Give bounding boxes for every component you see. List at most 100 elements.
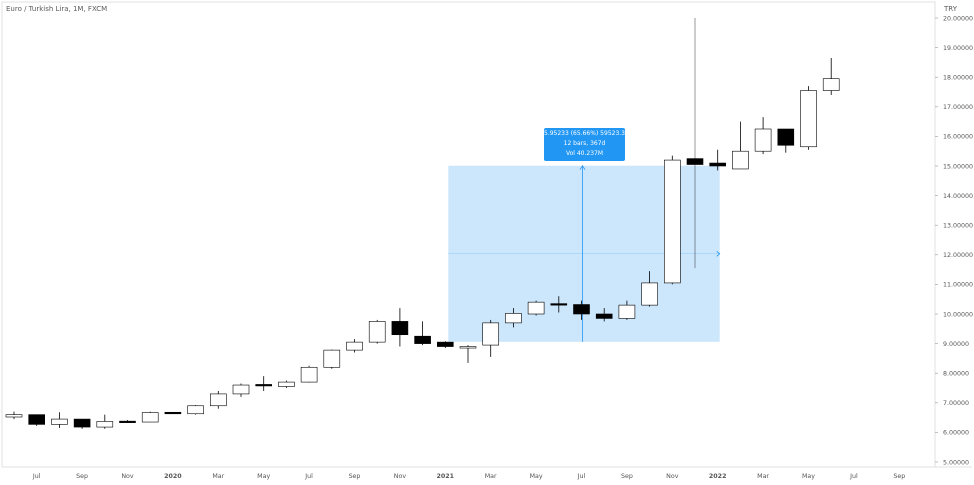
candle[interactable]: [527, 300, 545, 316]
candle-body: [278, 381, 295, 387]
candle[interactable]: [119, 419, 136, 423]
candle[interactable]: [573, 300, 590, 320]
candle[interactable]: [51, 412, 68, 428]
candle[interactable]: [232, 383, 250, 397]
time-tick-label: Sep: [76, 473, 88, 480]
candle-body: [709, 162, 727, 167]
candle-body: [482, 322, 500, 346]
candle[interactable]: [346, 339, 363, 353]
candle[interactable]: [28, 414, 46, 426]
time-tick-label: May: [530, 473, 543, 480]
candle[interactable]: [391, 308, 409, 347]
price-tick-label: 17.00000: [943, 104, 973, 111]
candle[interactable]: [278, 380, 295, 388]
time-tick-label: Jul: [304, 473, 313, 480]
candle-body: [618, 304, 636, 319]
candle[interactable]: [300, 365, 318, 383]
measure-tooltip-volume: Vol 40.237M: [565, 150, 604, 157]
candle-body: [777, 128, 795, 146]
candle-body: [414, 335, 431, 344]
price-axis: 20.00000 19.00000 18.00000 17.00000 16.00000…: [935, 15, 973, 466]
measure-arrow-head: [579, 164, 586, 170]
candle-body: [346, 341, 363, 351]
candle[interactable]: [459, 345, 477, 363]
measure-right-arrow: [716, 250, 721, 257]
candle-body: [505, 313, 522, 324]
candle-body: [232, 384, 250, 395]
candle-body: [595, 313, 613, 319]
candle[interactable]: [618, 300, 636, 320]
candles-layer: [5, 18, 840, 429]
price-tick-label: 9.00000: [943, 341, 969, 348]
candle-body: [686, 158, 704, 165]
candle[interactable]: [595, 308, 613, 322]
price-unit-label: TRY: [944, 5, 957, 13]
price-tick-label: 14.00000: [943, 193, 973, 200]
time-tick-label: May: [257, 473, 270, 480]
candle[interactable]: [96, 414, 114, 429]
candle[interactable]: [641, 271, 658, 307]
price-tick-label: 16.00000: [943, 134, 973, 141]
time-tick-label: Mar: [757, 473, 769, 480]
candle-body: [28, 414, 46, 425]
candle[interactable]: [323, 349, 341, 369]
price-tick-label: 13.00000: [943, 223, 973, 230]
price-tick-label: 18.00000: [943, 75, 973, 82]
price-tick-label: 7.00000: [943, 400, 969, 407]
time-tick-label: Nov: [394, 473, 407, 480]
candle-body: [391, 321, 409, 336]
candle[interactable]: [822, 57, 840, 95]
candle[interactable]: [482, 319, 500, 357]
chart-title: Euro / Turkish Lira, 1M, FXCM: [6, 5, 108, 13]
candle[interactable]: [255, 376, 272, 391]
candle[interactable]: [414, 321, 431, 346]
candle[interactable]: [505, 308, 522, 328]
price-tick-label: 6.00000: [943, 430, 969, 437]
candle[interactable]: [210, 390, 227, 409]
candle[interactable]: [5, 411, 23, 420]
time-tick-label: 2021: [437, 473, 455, 480]
time-tick-label: Jul: [849, 473, 858, 480]
candle-body: [164, 411, 182, 415]
time-tick-label: 2020: [164, 473, 182, 480]
candle-body: [800, 90, 817, 148]
candle-body: [255, 384, 272, 387]
candle-body: [300, 366, 318, 383]
time-tick-label: 2022: [709, 473, 727, 480]
candle[interactable]: [73, 418, 91, 429]
candle[interactable]: [436, 341, 454, 349]
price-tick-label: 19.00000: [943, 45, 973, 52]
time-tick-label: May: [802, 473, 815, 480]
candle[interactable]: [709, 149, 727, 171]
candle-body: [119, 420, 136, 423]
candle[interactable]: [550, 296, 568, 313]
candle-body: [210, 393, 227, 407]
time-tick-label: Nov: [666, 473, 679, 480]
time-tick-label: Jul: [577, 473, 586, 480]
time-tick-label: Sep: [349, 473, 361, 480]
candle[interactable]: [800, 86, 817, 150]
price-tick-label: 5.00000: [943, 459, 969, 466]
plot-border: [1, 1, 972, 468]
candle-body: [663, 159, 681, 284]
price-tick-label: 12.00000: [943, 252, 973, 259]
candle-body: [732, 150, 749, 170]
candle-body: [96, 421, 114, 428]
candle[interactable]: [141, 411, 159, 423]
candle[interactable]: [754, 117, 772, 155]
candle[interactable]: [368, 319, 386, 344]
candle-body: [323, 349, 341, 368]
time-tick-label: Mar: [485, 473, 497, 480]
candle-body: [51, 418, 68, 425]
candle[interactable]: [663, 155, 681, 285]
candle[interactable]: [686, 18, 704, 269]
candle[interactable]: [732, 121, 749, 170]
candle[interactable]: [164, 411, 182, 415]
measure-tooltip: 5.95233 (65.66%) 59523.3 12 bars, 367d V…: [544, 128, 625, 161]
candle-body: [141, 412, 159, 423]
time-tick-label: Sep: [893, 473, 905, 480]
candle[interactable]: [187, 405, 204, 415]
candle[interactable]: [777, 128, 795, 153]
candle-body: [822, 78, 840, 91]
